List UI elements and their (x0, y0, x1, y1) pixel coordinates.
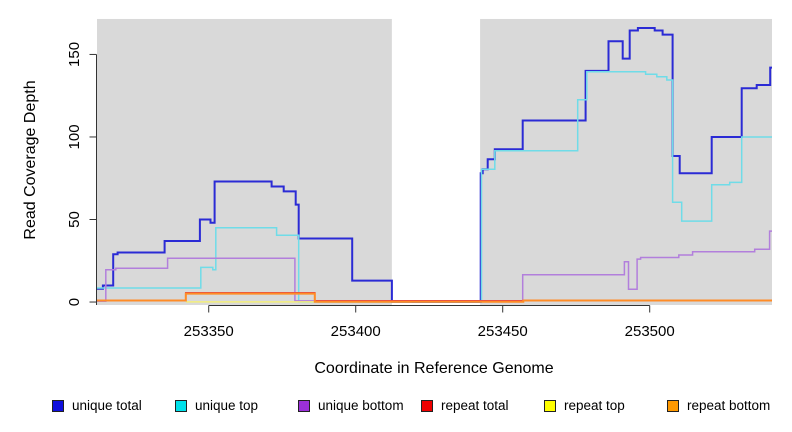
series-line-repeat-bottom (97, 292, 772, 303)
series-line-unique-total (97, 27, 772, 303)
legend-label: repeat top (564, 398, 625, 413)
legend-item-repeat-top: repeat top (544, 398, 667, 413)
unique-bottom-swatch (298, 399, 310, 412)
y-tick-label: 50 (66, 211, 83, 228)
x-tick-label: 253500 (625, 323, 675, 340)
legend-item-repeat-bottom: repeat bottom (667, 398, 790, 413)
series-line-unique-bottom (97, 230, 772, 302)
legend-label: repeat bottom (687, 398, 771, 413)
unique-top-swatch (175, 399, 187, 412)
background-band (480, 18, 772, 306)
x-tick-label: 253350 (184, 323, 234, 340)
y-tick-label: 150 (66, 42, 83, 67)
repeat-top-swatch (544, 399, 556, 412)
legend-label: unique top (195, 398, 259, 413)
x-tick-label: 253450 (478, 323, 528, 340)
background-band (97, 18, 392, 306)
x-tick-label: 253400 (331, 323, 381, 340)
y-tick-label: 0 (66, 298, 83, 306)
y-tick-label: 100 (66, 124, 83, 149)
legend-label: repeat total (441, 398, 509, 413)
unique-total-swatch (52, 399, 64, 412)
legend-item-unique-bottom: unique bottom (298, 398, 421, 413)
legend: unique total unique top unique bottom repea… (52, 398, 790, 413)
repeat-bottom-swatch (667, 399, 679, 412)
repeat-total-swatch (421, 399, 433, 412)
x-axis-title: Coordinate in Reference Genome (314, 360, 554, 377)
legend-label: unique bottom (318, 398, 404, 413)
legend-item-repeat-total: repeat total (421, 398, 544, 413)
legend-label: unique total (72, 398, 142, 413)
legend-item-unique-top: unique top (175, 398, 298, 413)
legend-item-unique-total: unique total (52, 398, 175, 413)
series-line-unique-top (97, 71, 772, 303)
